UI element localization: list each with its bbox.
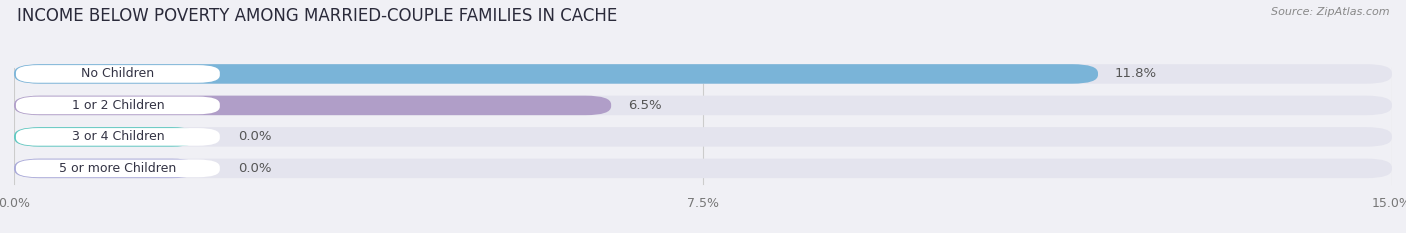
- Text: 5 or more Children: 5 or more Children: [59, 162, 177, 175]
- FancyBboxPatch shape: [14, 64, 1392, 84]
- FancyBboxPatch shape: [14, 127, 198, 147]
- FancyBboxPatch shape: [15, 160, 219, 177]
- FancyBboxPatch shape: [14, 127, 1392, 147]
- FancyBboxPatch shape: [15, 128, 219, 146]
- FancyBboxPatch shape: [14, 96, 612, 115]
- Text: 1 or 2 Children: 1 or 2 Children: [72, 99, 165, 112]
- Text: 6.5%: 6.5%: [627, 99, 661, 112]
- FancyBboxPatch shape: [15, 65, 219, 83]
- FancyBboxPatch shape: [15, 97, 219, 114]
- FancyBboxPatch shape: [14, 96, 1392, 115]
- Text: INCOME BELOW POVERTY AMONG MARRIED-COUPLE FAMILIES IN CACHE: INCOME BELOW POVERTY AMONG MARRIED-COUPL…: [17, 7, 617, 25]
- Text: 0.0%: 0.0%: [238, 162, 271, 175]
- FancyBboxPatch shape: [14, 64, 1098, 84]
- Text: Source: ZipAtlas.com: Source: ZipAtlas.com: [1271, 7, 1389, 17]
- Text: No Children: No Children: [82, 67, 155, 80]
- Text: 11.8%: 11.8%: [1115, 67, 1157, 80]
- FancyBboxPatch shape: [14, 159, 1392, 178]
- Text: 0.0%: 0.0%: [238, 130, 271, 143]
- FancyBboxPatch shape: [14, 159, 198, 178]
- Text: 3 or 4 Children: 3 or 4 Children: [72, 130, 165, 143]
